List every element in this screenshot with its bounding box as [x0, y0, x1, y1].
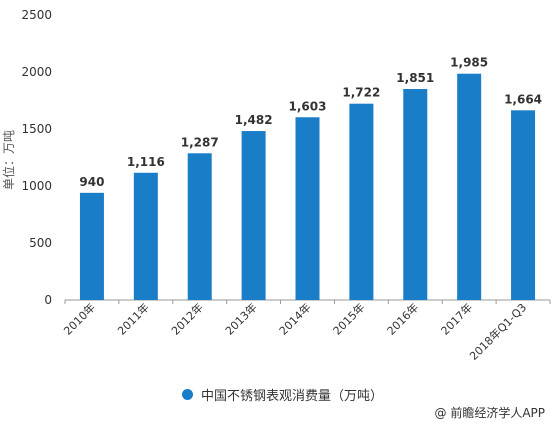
- data-label: 1,722: [342, 86, 380, 100]
- x-tick-label: 2010年: [61, 300, 98, 337]
- credit-text: @ 前瞻经济学人APP: [434, 406, 546, 420]
- data-labels: 940 1,116 1,287 1,482 1,603 1,722 1,851 1,985 1,…: [79, 56, 542, 189]
- bar: [511, 110, 536, 300]
- data-label: 1,287: [181, 135, 219, 149]
- bar: [187, 153, 212, 300]
- y-tick-label: 1000: [21, 179, 52, 193]
- bar: [79, 192, 104, 300]
- bar: [133, 172, 158, 300]
- x-axis: 2010年 2011年 2012年 2013年 2014年 2015年 2016年 2017年…: [61, 299, 551, 363]
- bars: [79, 73, 536, 301]
- y-axis-label: 单位：万吨: [1, 130, 16, 190]
- y-axis: 0 500 1000 1500 2000 2500: [21, 8, 52, 307]
- data-label: 1,482: [235, 113, 273, 127]
- bar: [295, 117, 320, 301]
- x-tick-label: 2017年: [438, 300, 475, 337]
- y-tick-label: 2500: [21, 8, 52, 22]
- x-tick-label: 2015年: [330, 300, 367, 337]
- data-label: 1,603: [289, 99, 327, 113]
- y-tick-label: 0: [44, 293, 52, 307]
- x-tick-label: 2014年: [276, 300, 313, 337]
- legend-label: 中国不锈钢表观消费量（万吨）: [201, 389, 384, 404]
- y-tick-label: 500: [29, 236, 52, 250]
- bar: [457, 73, 482, 301]
- x-tick-label: 2012年: [168, 300, 205, 337]
- legend: 中国不锈钢表观消费量（万吨）: [182, 385, 383, 404]
- data-label: 940: [79, 175, 104, 189]
- y-tick-label: 1500: [21, 122, 52, 136]
- x-tick-label: 2013年: [222, 300, 259, 337]
- bar: [349, 103, 374, 300]
- bar: [241, 131, 266, 300]
- x-tick-label: 2011年: [114, 300, 151, 337]
- x-tick-label: 2018年Q1-Q3: [466, 300, 529, 363]
- source-credit: @ 前瞻经济学人APP: [435, 404, 546, 421]
- legend-swatch: [182, 389, 193, 400]
- data-label: 1,851: [396, 71, 434, 85]
- x-tick-label: 2016年: [384, 300, 421, 337]
- bar: [403, 88, 428, 301]
- data-label: 1,116: [127, 155, 165, 169]
- y-tick-label: 2000: [21, 65, 52, 79]
- data-label: 1,985: [450, 56, 488, 70]
- data-label: 1,664: [504, 92, 542, 106]
